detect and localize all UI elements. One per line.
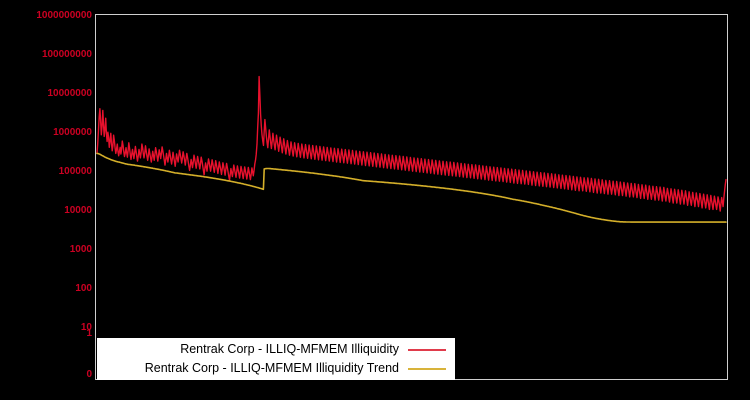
legend-item-trend[interactable]: Rentrak Corp - ILLIQ-MFMEM Illiquidity T… (97, 359, 449, 378)
y-tick-label: 100 (75, 283, 92, 294)
illiquidity-trend-line (96, 152, 727, 223)
illiquidity-series-line (96, 75, 727, 212)
legend-label-trend: Rentrak Corp - ILLIQ-MFMEM Illiquidity T… (144, 361, 399, 375)
legend-label-series: Rentrak Corp - ILLIQ-MFMEM Illiquidity (180, 342, 399, 356)
y-tick-label: 1000000000 (36, 10, 92, 21)
y-tick-label: 1 (86, 328, 92, 339)
y-tick-label: 1000000 (53, 127, 92, 138)
y-tick-label: 10000000 (47, 88, 93, 99)
y-tick-label: 10 (80, 322, 92, 333)
y-tick-label: 1000 (69, 244, 92, 255)
plot-area (95, 14, 728, 380)
legend-swatch-series (408, 348, 446, 351)
y-tick-label: 10000 (64, 205, 92, 216)
y-tick-label: 100000 (58, 166, 92, 177)
chart-legend: Rentrak Corp - ILLIQ-MFMEM Illiquidity R… (97, 338, 455, 380)
legend-item-series[interactable]: Rentrak Corp - ILLIQ-MFMEM Illiquidity (97, 340, 449, 359)
y-tick-label: 100000000 (41, 49, 92, 60)
series-canvas (96, 75, 727, 223)
y-tick-label: 0 (86, 369, 92, 380)
legend-swatch-trend (408, 367, 446, 370)
